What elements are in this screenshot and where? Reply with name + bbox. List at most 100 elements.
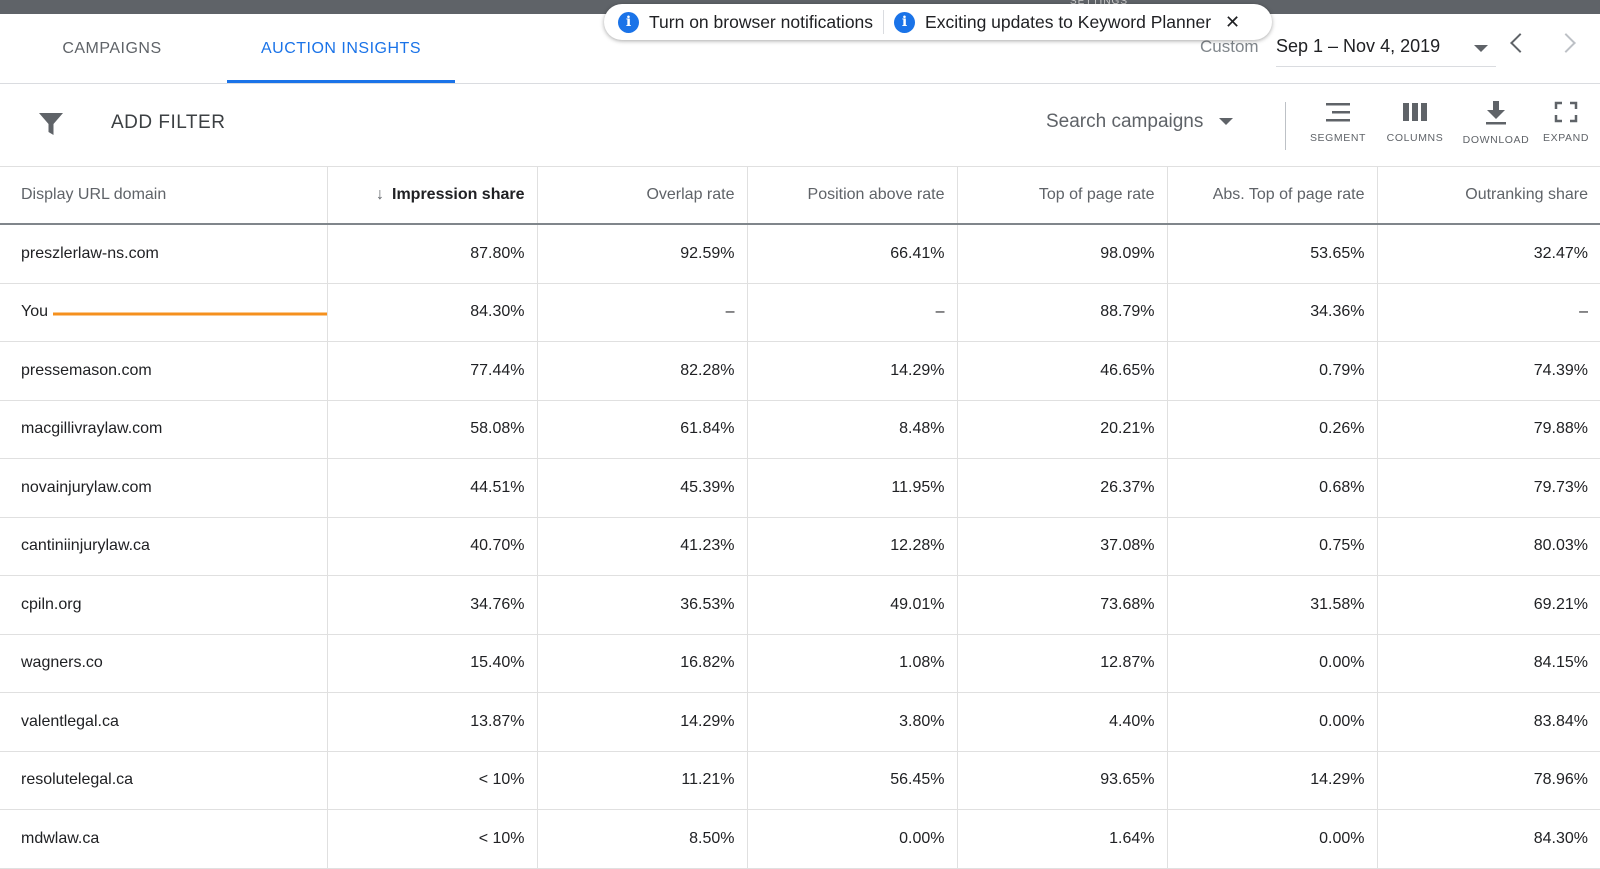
cell-top-of-page-rate: 20.21% [957, 400, 1168, 459]
cell-domain: novainjurylaw.com [0, 458, 328, 518]
column-header-impression-share[interactable]: ↓ Impression share [327, 166, 538, 225]
cell-top-of-page-rate: 37.08% [957, 517, 1168, 576]
cell-top-of-page-rate: 88.79% [957, 283, 1168, 342]
cell-value: preszlerlaw-ns.com [21, 244, 159, 262]
table-row[interactable]: preszlerlaw-ns.com 87.80% 92.59% 66.41% 98.0… [0, 224, 1600, 284]
cell-outranking-share: 80.03% [1377, 517, 1600, 576]
cell-value: 0.00% [1319, 829, 1365, 847]
cell-value: 45.39% [680, 478, 735, 496]
cell-top-of-page-rate: 98.09% [957, 224, 1168, 284]
filter-icon[interactable] [38, 112, 64, 136]
segment-button[interactable]: SEGMENT [1298, 100, 1378, 144]
cell-value: 40.70% [470, 537, 525, 555]
table-row[interactable]: resolutelegal.ca < 10% 11.21% 56.45% 93.65% 1… [0, 751, 1600, 810]
columns-icon [1403, 103, 1427, 121]
cell-overlap-rate: 16.82% [537, 634, 748, 693]
cell-outranking-share: 79.73% [1377, 458, 1600, 518]
cell-impression-share: 44.51% [327, 458, 538, 518]
cell-top-of-page-rate: 1.64% [957, 809, 1168, 869]
table-row[interactable]: You 84.30% – – 88.79% 34.36% – [0, 283, 1600, 342]
cell-value: 11.95% [891, 478, 945, 496]
cell-domain: preszlerlaw-ns.com [0, 224, 328, 284]
cell-value: 93.65% [1100, 771, 1155, 789]
expand-label: EXPAND [1543, 132, 1589, 144]
cell-outranking-share: 79.88% [1377, 400, 1600, 459]
cell-value: 0.00% [1319, 654, 1365, 672]
cell-value: 46.65% [1100, 361, 1155, 379]
cell-value: 0.75% [1319, 537, 1365, 555]
cell-value: 41.23% [680, 537, 735, 555]
cell-top-of-page-rate: 26.37% [957, 458, 1168, 518]
download-label: DOWNLOAD [1462, 134, 1530, 146]
table-row[interactable]: pressemason.com 77.44% 82.28% 14.29% 46.65% 0… [0, 341, 1600, 401]
cell-value: 44.51% [470, 478, 525, 496]
cell-domain: cantiniinjurylaw.ca [0, 517, 328, 576]
cell-value: 78.96% [1533, 771, 1588, 789]
cell-value: 8.50% [689, 829, 735, 847]
table-row[interactable]: cpiln.org 34.76% 36.53% 49.01% 73.68% 31.58% 6… [0, 575, 1600, 635]
cell-impression-share: 13.87% [327, 692, 538, 752]
hidden-settings-label: SETTINGS [1070, 0, 1128, 7]
cell-domain: pressemason.com [0, 341, 328, 401]
table-row[interactable]: cantiniinjurylaw.ca 40.70% 41.23% 12.28% 37.… [0, 517, 1600, 576]
cell-value: 87.80% [470, 244, 525, 262]
column-header-abs-top-of-page-rate[interactable]: Abs. Top of page rate [1167, 166, 1378, 225]
notification-text[interactable]: Turn on browser notifications [649, 11, 874, 32]
close-icon[interactable]: ✕ [1225, 11, 1241, 32]
column-header-overlap-rate[interactable]: Overlap rate [537, 166, 748, 225]
cell-value: 34.36% [1310, 303, 1365, 321]
cell-value: 0.00% [1319, 712, 1365, 730]
column-header-outranking-share[interactable]: Outranking share [1377, 166, 1600, 225]
cell-overlap-rate: – [537, 283, 748, 342]
notification-keyword-planner[interactable]: i Exciting updates to Keyword Planner [894, 11, 1212, 33]
cell-impression-share: 84.30% [327, 283, 538, 342]
notification-text[interactable]: Exciting updates to Keyword Planner [925, 11, 1212, 32]
download-button[interactable]: DOWNLOAD [1456, 100, 1536, 146]
notification-browser[interactable]: i Turn on browser notifications [618, 11, 874, 33]
cell-impression-share: 34.76% [327, 575, 538, 635]
table-row[interactable]: macgillivraylaw.com 58.08% 61.84% 8.48% 20.2… [0, 400, 1600, 459]
cell-value: 1.08% [899, 654, 945, 672]
cell-value: 20.21% [1100, 420, 1155, 438]
cell-value: wagners.co [21, 654, 103, 672]
table-row[interactable]: wagners.co 15.40% 16.82% 1.08% 12.87% 0.00% 84… [0, 634, 1600, 693]
tab-campaigns[interactable]: CAMPAIGNS [62, 40, 162, 57]
cell-overlap-rate: 45.39% [537, 458, 748, 518]
table-row[interactable]: mdwlaw.ca < 10% 8.50% 0.00% 1.64% 0.00% 84.30% [0, 809, 1600, 869]
column-header-position-above-rate[interactable]: Position above rate [747, 166, 958, 225]
cell-value: 1.64% [1109, 829, 1155, 847]
cell-outranking-share: – [1377, 283, 1600, 342]
cell-abs-top-of-page-rate: 34.36% [1167, 283, 1378, 342]
cell-value: – [935, 303, 945, 321]
cell-value: 16.82% [680, 654, 735, 672]
cell-overlap-rate: 41.23% [537, 517, 748, 576]
add-filter-button[interactable]: ADD FILTER [111, 112, 226, 133]
cell-position-above-rate: 1.08% [747, 634, 958, 693]
campaign-type-selector[interactable]: Search campaigns [1046, 111, 1234, 133]
cell-position-above-rate: 49.01% [747, 575, 958, 635]
column-header-domain[interactable]: Display URL domain [0, 166, 328, 225]
columns-label: COLUMNS [1386, 132, 1444, 144]
segment-icon [1326, 103, 1350, 122]
cell-abs-top-of-page-rate: 53.65% [1167, 224, 1378, 284]
cell-abs-top-of-page-rate: 0.68% [1167, 458, 1378, 518]
cell-value: 37.08% [1100, 537, 1155, 555]
expand-icon [1554, 101, 1578, 123]
cell-value: 80.03% [1533, 537, 1588, 555]
cell-value: 58.08% [470, 420, 525, 438]
expand-button[interactable]: EXPAND [1532, 100, 1600, 144]
cell-domain: resolutelegal.ca [0, 751, 328, 810]
column-header-top-of-page-rate[interactable]: Top of page rate [957, 166, 1168, 225]
cell-value: 36.53% [680, 595, 735, 613]
cell-impression-share: 58.08% [327, 400, 538, 459]
columns-button[interactable]: COLUMNS [1375, 100, 1455, 144]
cell-value: – [725, 303, 735, 321]
cell-position-above-rate: 0.00% [747, 809, 958, 869]
date-dropdown-icon[interactable] [1474, 45, 1488, 52]
cell-position-above-rate: 14.29% [747, 341, 958, 401]
table-row[interactable]: valentlegal.ca 13.87% 14.29% 3.80% 4.40% 0.00… [0, 692, 1600, 752]
table-row[interactable]: novainjurylaw.com 44.51% 45.39% 11.95% 26.37… [0, 458, 1600, 518]
cell-value: 61.84% [680, 420, 735, 438]
date-range-value[interactable]: Sep 1 – Nov 4, 2019 [1276, 36, 1496, 67]
tab-auction-insights[interactable]: AUCTION INSIGHTS [227, 14, 455, 83]
